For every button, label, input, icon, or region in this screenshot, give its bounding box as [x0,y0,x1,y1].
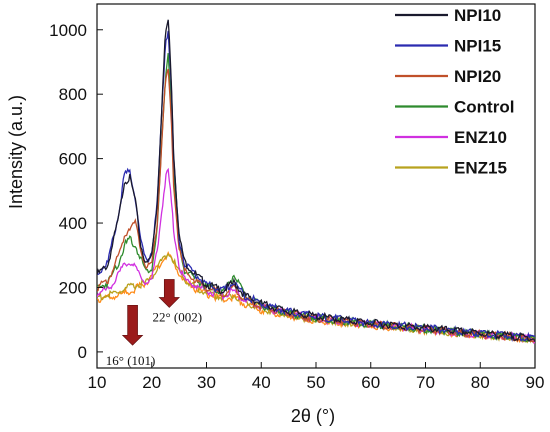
annotation-arrow [121,304,144,346]
legend-label: NPI15 [454,37,501,56]
y-tick-label: 400 [59,214,87,233]
x-tick-label: 60 [361,373,380,392]
legend-label: ENZ15 [454,159,507,178]
y-tick-label: 0 [78,343,87,362]
tick-layer: 10 20 30 40 50 60 70 80 90 0 200 400 600 800 1000 [49,21,544,392]
legend-label: ENZ10 [454,128,507,147]
annotation-layer: 22° (002) 16° (101) [106,279,202,368]
x-tick-label: 40 [252,373,271,392]
annotation-label: 16° (101) [106,353,156,368]
y-tick-label: 600 [59,150,87,169]
x-tick-label: 70 [416,373,435,392]
y-tick-label: 1000 [49,21,87,40]
x-tick-label: 80 [471,373,490,392]
x-tick-label: 20 [142,373,161,392]
y-axis-title: Intensity (a.u.) [6,95,26,209]
y-tick-label: 800 [59,85,87,104]
legend-label: NPI10 [454,6,501,25]
y-tick-label: 200 [59,278,87,297]
x-tick-label: 10 [88,373,107,392]
annotation-label: 22° (002) [152,309,202,324]
legend: NPI10 NPI15 NPI20 Control ENZ10 ENZ15 [395,6,514,178]
x-tick-label: 90 [526,373,545,392]
annotation-arrow [158,279,180,308]
legend-label: NPI20 [454,67,501,86]
x-axis-title: 2θ (°) [291,406,335,426]
x-tick-label: 50 [307,373,326,392]
series-line-npi10 [97,19,535,342]
series-layer [97,19,535,345]
legend-label: Control [454,98,514,117]
x-tick-label: 30 [197,373,216,392]
